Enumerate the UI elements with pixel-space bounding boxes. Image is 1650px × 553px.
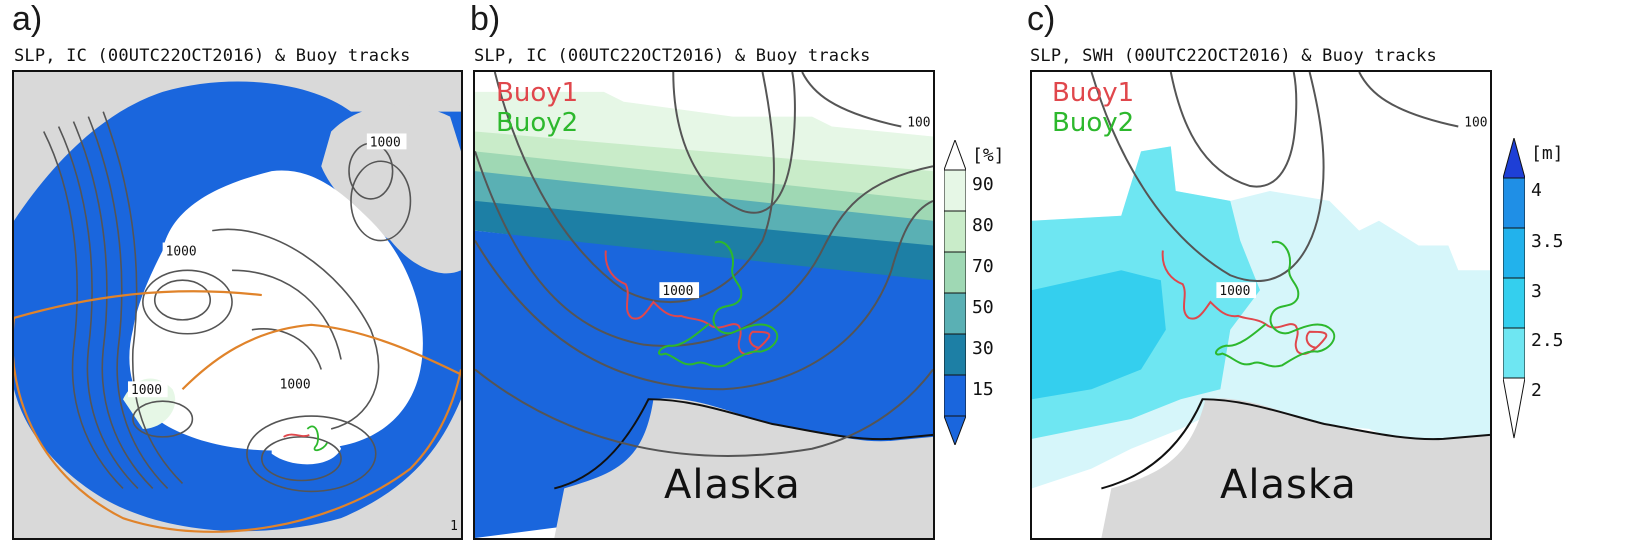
sea-ice-pack [129,170,423,451]
colorbar-segment [1502,227,1526,279]
panel-b-svg: 1000 100 [475,72,933,538]
land-se [360,428,461,538]
colorbar-top-triangle [1502,136,1526,179]
land-nw [14,72,84,152]
contour-label: 1000 [662,284,693,299]
contour-label: 1000 [280,377,311,392]
legend-buoy2: Buoy2 [496,108,579,138]
colorbar-b-tick: 90 [972,174,994,195]
buoy1-track [604,250,771,355]
panel-c-letter: c) [1027,0,1056,38]
legend-buoy1: Buoy1 [1052,78,1135,108]
alaska-coastline [554,398,933,490]
panel-b-title: SLP, IC (00UTC22OCT2016) & Buoy tracks [474,46,871,66]
region-label-alaska: Alaska [664,462,801,508]
colorbar-segment [943,169,967,212]
panel-b-letter: b) [470,0,501,38]
colorbar-segment [943,210,967,253]
buoy2-track [658,240,779,368]
land-sw [14,448,94,538]
colorbar-segment [943,333,967,376]
colorbar-c-tick: 3.5 [1531,231,1564,252]
contour-label: 1000 [1219,284,1250,299]
colorbar-c-tick: 3 [1531,281,1542,302]
colorbar-b-tick: 15 [972,379,994,400]
alaska-coastline [1101,398,1490,490]
colorbar-c-tick: 2 [1531,380,1542,401]
colorbar-b-tick: 30 [972,338,994,359]
legend-buoy1: Buoy1 [496,78,579,108]
contour-label: 1000 [131,383,162,398]
panel-a-title: SLP, IC (00UTC22OCT2016) & Buoy tracks [14,46,411,66]
slp-contours [43,111,412,493]
region-label-alaska: Alaska [1220,462,1357,508]
colorbar-segment [1502,327,1526,379]
colorbar-b-tick: 50 [972,297,994,318]
colorbar-c [1502,136,1526,443]
panel-c-svg: 1000 100 [1032,72,1490,538]
alaska-land [554,398,933,538]
colorbar-b-tick: 70 [972,256,994,277]
colorbar-segment [943,251,967,294]
panel-a-map: 1000 1000 1000 1000 1 [12,70,463,540]
buoy2-track [1215,240,1336,368]
panel-a-letter: a) [12,0,43,38]
colorbar-segment [943,374,967,417]
corner-label: 1 [450,519,458,534]
contour-label: 100 [907,116,930,131]
colorbar-top-triangle [943,138,967,171]
colorbar-b-unit: [%] [972,145,1005,166]
panel-b-map: 1000 100 [473,70,935,540]
legend-buoy2: Buoy2 [1052,108,1135,138]
contour-labels-a: 1000 1000 1000 1000 1 [127,133,458,534]
colorbar-b-tick: 80 [972,215,994,236]
alaska-land [1101,398,1490,538]
colorbar-b-svg [943,138,967,447]
colorbar-segment [1502,277,1526,329]
greenland-land [321,104,461,274]
colorbar-segment [1502,177,1526,229]
colorbar-c-svg [1502,136,1526,439]
colorbar-bottom-triangle [943,415,967,447]
panel-a-svg: 1000 1000 1000 1000 1 [14,72,461,538]
colorbar-b [943,138,967,447]
colorbar-c-tick: 2.5 [1531,330,1564,351]
contour-labels-b: 1000 100 [659,116,930,299]
buoy2-track [306,425,328,452]
buoy1-track [1161,250,1328,355]
panel-c-map: 1000 100 [1030,70,1492,540]
colorbar-c-unit: [m] [1531,143,1564,164]
contour-labels-c: 1000 100 [1216,116,1487,299]
contour-label: 100 [1464,116,1487,131]
slp-contours [1090,72,1459,282]
ice-band-30 [475,200,933,286]
buoy1-track [283,433,310,438]
slp-contours [475,72,933,457]
domain-outline [14,290,461,533]
contour-label: 1000 [166,244,197,259]
colorbar-bottom-triangle [1502,377,1526,439]
colorbar-c-tick: 4 [1531,180,1542,201]
swh-3m [1032,270,1166,400]
panel-c-title: SLP, SWH (00UTC22OCT2016) & Buoy tracks [1030,46,1437,66]
contour-label: 1000 [370,135,401,150]
colorbar-segment [943,292,967,335]
